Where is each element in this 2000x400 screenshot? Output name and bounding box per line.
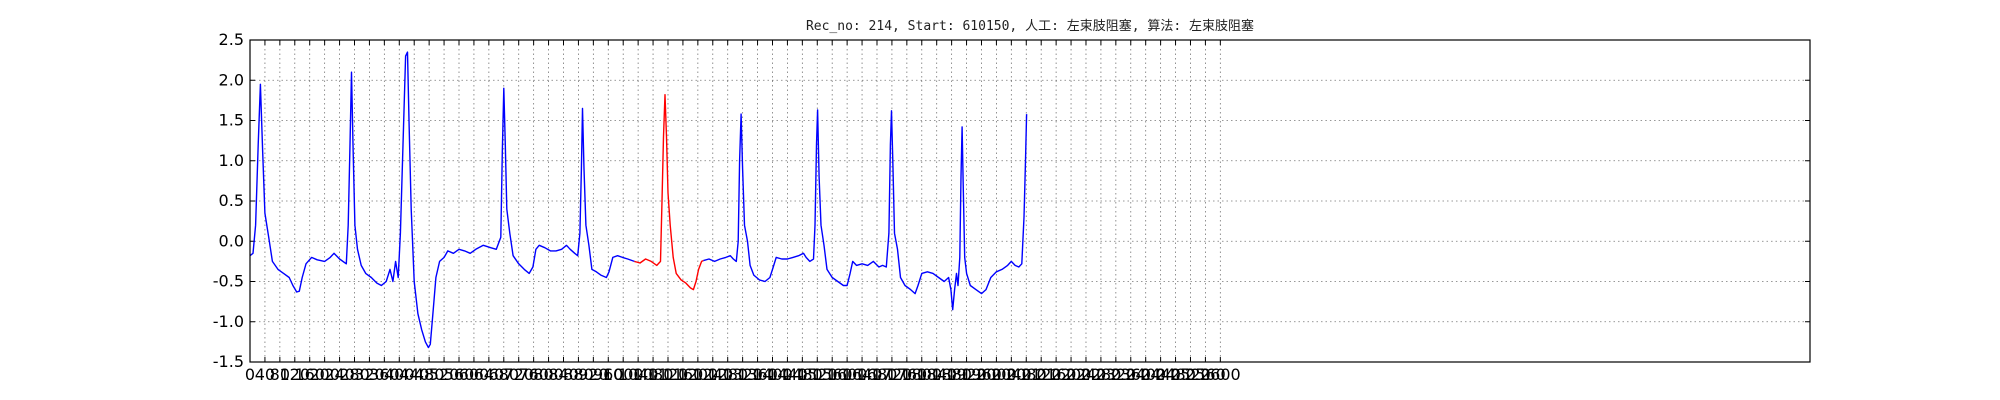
y-tick-label: -1.5 [213,352,244,371]
series-line-1 [249,51,635,349]
x-tick-label: 2440 [1140,365,1181,384]
x-tick-label: 1120 [648,365,689,384]
x-tick-label: 1280 [707,365,748,384]
x-tick-label: 1800 [901,365,942,384]
series-line-3 [703,109,1028,311]
x-tick-label: 1520 [797,365,838,384]
y-tick-label: 1.5 [219,111,244,130]
axis-ticks: 0 408012016020024028032036040044048052056… [213,30,1810,384]
x-tick-label: 640 [474,365,505,384]
series-line-2 [634,94,704,291]
x-tick-label: 2080 [1006,365,1047,384]
x-tick-label: 1960 [961,365,1002,384]
x-tick-label: 1080 [633,365,674,384]
x-tick-label: 2160 [1036,365,1077,384]
x-tick-label: 200 [309,365,340,384]
y-tick-label: 1.0 [219,151,244,170]
x-tick-label: 2480 [1155,365,1196,384]
plot-frame [249,39,1811,363]
x-tick-label: 40 [255,365,275,384]
x-tick-label: 2320 [1095,365,1136,384]
x-tick-label: 1560 [812,365,853,384]
x-tick-label: 1760 [886,365,927,384]
series-group [249,51,1028,349]
x-tick-label: 280 [339,365,370,384]
y-tick-label: 2.5 [219,30,244,49]
x-tick-label: 2560 [1185,365,1226,384]
x-tick-label: 920 [578,365,609,384]
x-tick-label: 400 [384,365,415,384]
x-tick-label: 120 [280,365,311,384]
x-tick-label: 0 [245,365,255,384]
x-tick-label: 1240 [692,365,733,384]
x-tick-label: 2120 [1021,365,1062,384]
x-tick-label: 1440 [767,365,808,384]
x-tick-label: 1160 [663,365,704,384]
x-tick-label: 1040 [618,365,659,384]
x-tick-label: 1400 [752,365,793,384]
x-tick-label: 840 [548,365,579,384]
x-tick-label: 560 [444,365,475,384]
x-tick-label: 2000 [976,365,1017,384]
x-tick-label: 2200 [1051,365,1092,384]
x-tick-label: 360 [369,365,400,384]
x-tick-label: 80 [270,365,290,384]
x-tick-label: 1360 [737,365,778,384]
x-tick-label: 2520 [1170,365,1211,384]
x-tick-label: 1840 [916,365,957,384]
x-tick-label: 1600 [827,365,868,384]
x-tick-label: 1720 [872,365,913,384]
x-tick-label: 1000 [603,365,644,384]
x-tick-label: 2240 [1066,365,1107,384]
x-tick-label: 520 [429,365,460,384]
y-tick-label: -0.5 [213,272,244,291]
x-tick-label: 800 [533,365,564,384]
x-tick-label: 760 [518,365,549,384]
x-tick-label: 720 [503,365,534,384]
x-tick-label: 1320 [722,365,763,384]
x-tick-label: 1200 [677,365,718,384]
x-tick-label: 960 [593,365,624,384]
grid-lines [250,40,1810,362]
x-tick-label: 440 [399,365,430,384]
x-tick-label: 2600 [1200,365,1241,384]
y-tick-label: 0.5 [219,191,244,210]
x-tick-label: 2040 [991,365,1032,384]
x-tick-label: 880 [563,365,594,384]
x-tick-label: 680 [489,365,520,384]
x-tick-label: 1680 [857,365,898,384]
x-tick-label: 1480 [782,365,823,384]
x-tick-label: 2360 [1110,365,1151,384]
x-tick-label: 320 [354,365,385,384]
x-tick-label: 1640 [842,365,883,384]
x-tick-label: 240 [324,365,355,384]
x-tick-label: 2280 [1081,365,1122,384]
x-tick-label: 1880 [931,365,972,384]
chart-title: Rec_no: 214, Start: 610150, 人工: 左束肢阻塞, 算… [806,18,1254,34]
x-tick-label: 600 [459,365,490,384]
x-tick-label: 1920 [946,365,987,384]
y-tick-label: 0.0 [219,231,244,250]
y-tick-label: -1.0 [213,312,244,331]
x-tick-label: 160 [294,365,325,384]
x-tick-label: 480 [414,365,445,384]
x-tick-label: 2400 [1125,365,1166,384]
y-tick-label: 2.0 [219,70,244,89]
